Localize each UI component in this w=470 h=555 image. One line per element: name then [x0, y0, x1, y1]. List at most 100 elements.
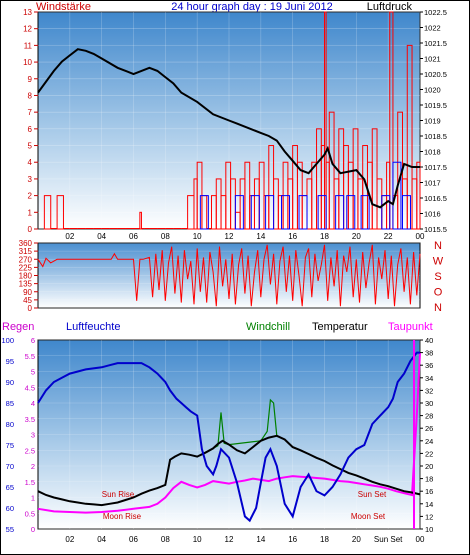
humidity-tick-label: 100 — [1, 336, 14, 345]
gust-bar — [250, 195, 260, 230]
humidity-tick-label: 55 — [6, 525, 14, 534]
direction-tick-label: 45 — [23, 296, 32, 305]
wind-pressure-plot-area — [37, 11, 421, 230]
humidity-tick-label: 60 — [6, 504, 14, 513]
pressure-tick-label: 1018 — [424, 148, 441, 157]
astro-label: Sun Set — [358, 490, 387, 499]
x-tick-label: 18 — [320, 535, 329, 544]
gust-bar — [401, 195, 411, 230]
gust-bar — [317, 195, 327, 230]
pressure-tick-label: 1019.5 — [424, 101, 447, 110]
x-tick-label: 20 — [352, 232, 361, 241]
rain-tick-label: 0.5 — [25, 509, 35, 518]
wind-bar — [43, 195, 52, 230]
humidity-line — [37, 351, 420, 523]
compass-label: O — [434, 287, 443, 299]
rain-tick-label: 0 — [31, 525, 35, 534]
x-tick-label: 04 — [97, 535, 106, 544]
temperature-humidity-series — [37, 351, 421, 523]
wind-tick-label: 7 — [28, 108, 33, 117]
pressure-tick-label: 1018.5 — [424, 132, 447, 141]
wind-direction-line — [37, 244, 421, 307]
wind-bar — [416, 161, 421, 230]
rain-y-axis: 0 0.5 1 1.5 2 2.5 3 3.5 4 4.5 5 5.5 6 — [25, 336, 35, 534]
rain-axis-title: Regen — [2, 321, 34, 333]
pressure-tick-label: 1021 — [424, 55, 441, 64]
rain-tick-label: 2 — [31, 462, 35, 471]
compass-label: W — [433, 256, 444, 268]
humidity-tick-label: 95 — [6, 357, 14, 366]
temperature-humidity-plot-area — [37, 339, 421, 530]
temperature-humidity-x-axis: 02 04 06 08 10 12 14 16 18 20 Sun Set 00 — [65, 535, 425, 544]
pressure-series — [37, 48, 420, 209]
pressure-tick-label: 1020 — [424, 86, 441, 95]
temperature-tick-label: 40 — [425, 336, 433, 345]
pressure-tick-label: 1015.5 — [424, 225, 447, 234]
temperature-tick-label: 18 — [425, 475, 433, 484]
wind-bar — [389, 11, 394, 230]
temperature-tick-label: 26 — [425, 424, 433, 433]
rain-tick-label: 5 — [31, 368, 35, 377]
pressure-line — [37, 48, 420, 209]
direction-tick-label: 315 — [19, 247, 33, 256]
rain-tick-label: 6 — [31, 336, 35, 345]
pressure-y-axis: 1015.5 1016 1016.5 1017 1017.5 1018 1018.5 1019… — [420, 8, 447, 234]
humidity-tick-label: 75 — [6, 441, 14, 450]
wind-tick-label: 10 — [23, 58, 32, 67]
x-tick-label: 06 — [129, 535, 138, 544]
windchill-line — [212, 398, 278, 449]
rain-tick-label: 1 — [31, 494, 35, 503]
wind-tick-label: 9 — [28, 75, 33, 84]
x-tick-label: 16 — [288, 535, 297, 544]
temperature-tick-label: 16 — [425, 487, 433, 496]
x-tick-label: 02 — [65, 535, 74, 544]
temperature-tick-label: 36 — [425, 361, 433, 370]
astro-annotations: Sun Rise Moon Rise Sun Set Moon Set — [102, 490, 387, 521]
chart-title: 24 hour graph day : 19 Juni 2012 — [171, 1, 332, 13]
pressure-tick-label: 1022.5 — [424, 8, 447, 17]
pressure-tick-label: 1019 — [424, 117, 441, 126]
gust-bar — [234, 195, 244, 230]
x-tick-label: 14 — [256, 535, 265, 544]
wind-tick-label: 2 — [28, 192, 33, 201]
temperature-tick-label: 34 — [425, 374, 433, 383]
temperature-tick-label: 14 — [425, 500, 433, 509]
wind-bar — [56, 195, 64, 230]
x-tick-label: 12 — [225, 232, 234, 241]
wind-tick-label: 3 — [28, 175, 33, 184]
gust-bar — [265, 195, 275, 230]
astro-label: Moon Rise — [103, 512, 142, 521]
rain-tick-label: 3 — [31, 431, 35, 440]
wind-axis-title: Windstärke — [36, 1, 91, 13]
astro-label: Sun Rise — [102, 490, 135, 499]
gust-bar — [360, 195, 370, 230]
x-tick-label: 04 — [97, 232, 106, 241]
pressure-tick-label: 1020.5 — [424, 70, 447, 79]
pressure-tick-label: 1016.5 — [424, 194, 447, 203]
direction-tick-label: 135 — [19, 280, 33, 289]
wind-tick-label: 11 — [24, 41, 33, 50]
gust-series — [199, 161, 411, 230]
rain-tick-label: 4.5 — [25, 383, 35, 392]
temperature-tick-label: 12 — [425, 512, 433, 521]
pressure-tick-label: 1022 — [424, 24, 441, 33]
humidity-tick-label: 80 — [6, 420, 14, 429]
compass-label: S — [434, 271, 441, 283]
temperature-tick-label: 28 — [425, 412, 433, 421]
temperature-tick-label: 32 — [425, 386, 433, 395]
x-tick-label: 10 — [193, 535, 202, 544]
direction-tick-label: 180 — [19, 272, 33, 281]
temperature-y-axis: 10 12 14 16 18 20 22 24 26 28 30 32 34 36 38 40 — [420, 336, 433, 534]
direction-tick-label: 225 — [19, 263, 33, 272]
gust-bar — [392, 161, 402, 230]
wind-series — [43, 11, 421, 230]
rain-tick-label: 2.5 — [25, 446, 35, 455]
x-tick-label: 20 — [352, 535, 361, 544]
direction-tick-label: 270 — [19, 255, 33, 264]
humidity-tick-label: 70 — [6, 462, 14, 471]
gust-bar — [281, 195, 291, 230]
